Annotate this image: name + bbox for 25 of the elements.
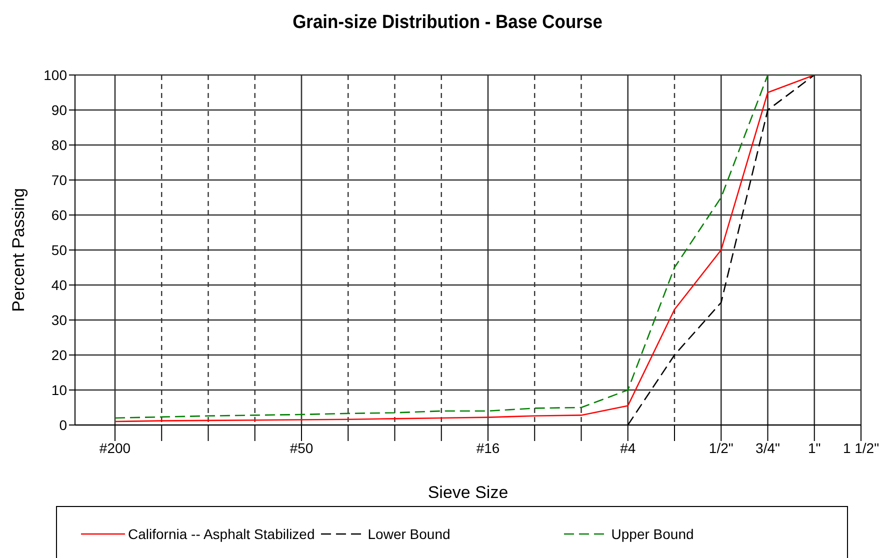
y-tick-label: 80 — [51, 136, 68, 153]
x-tick-label: 1/2" — [708, 440, 734, 456]
y-tick-label: 90 — [51, 102, 68, 118]
y-tick-label: 0 — [59, 416, 68, 433]
y-tick-label: 100 — [44, 66, 68, 83]
y-tick-label: 30 — [51, 312, 68, 328]
y-tick-label: 70 — [51, 172, 68, 188]
legend-label: Lower Bound — [368, 526, 450, 542]
y-tick-label: 20 — [51, 346, 68, 363]
chart-title: Grain-size Distribution - Base Course — [292, 12, 604, 34]
y-tick-label: 10 — [51, 382, 68, 398]
y-tick-label: 50 — [51, 242, 68, 258]
x-tick-label: 1" — [808, 440, 821, 456]
x-axis-title: Sieve Size — [428, 483, 508, 502]
y-axis-title: Percent Passing — [9, 188, 28, 312]
legend-label: Upper Bound — [611, 526, 694, 542]
x-tick-label: #4 — [620, 440, 636, 456]
x-tick-label: 3/4" — [756, 440, 780, 456]
x-tick-label: 1 1/2" — [842, 440, 880, 456]
x-tick-label: #16 — [476, 440, 500, 456]
x-tick-label: #50 — [290, 440, 314, 456]
y-tick-label: 60 — [51, 206, 68, 223]
legend-label: California -- Asphalt Stabilized — [128, 526, 315, 542]
y-tick-label: 40 — [51, 276, 68, 293]
x-tick-label: #200 — [99, 440, 131, 456]
